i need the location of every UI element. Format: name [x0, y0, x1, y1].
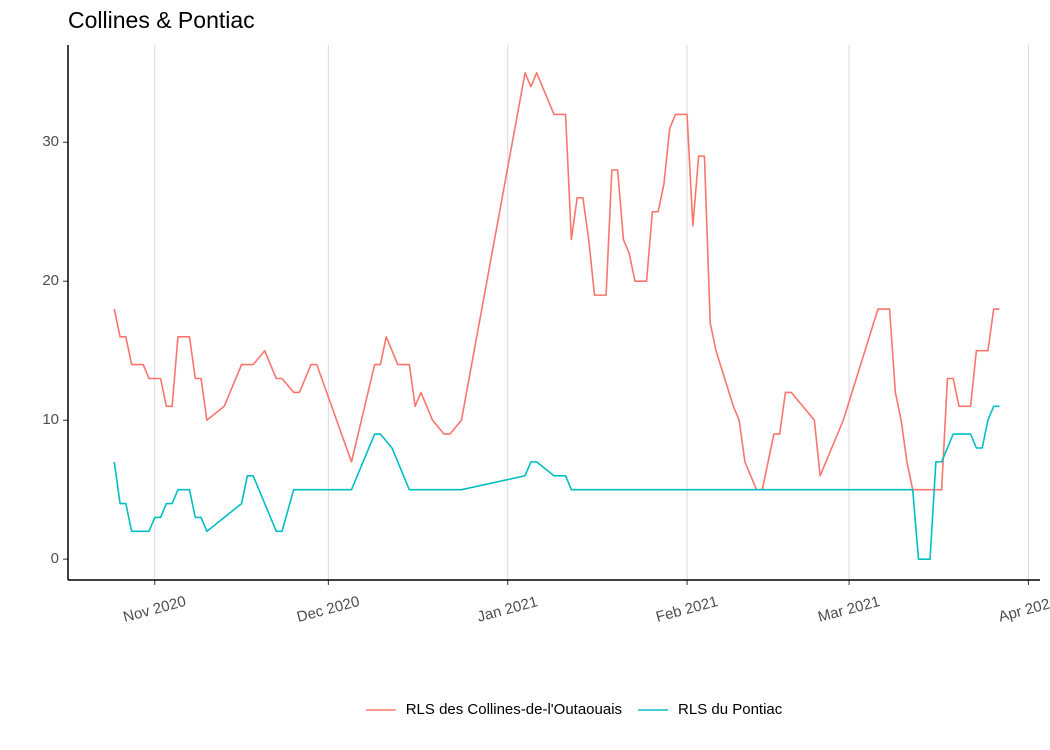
y-tick-label: 0 [51, 550, 59, 567]
x-tick-label: Feb 2021 [654, 593, 720, 626]
x-tick-label: Mar 2021 [816, 593, 882, 626]
y-tick-label: 30 [42, 133, 59, 150]
legend-label: RLS du Pontiac [678, 701, 783, 718]
line-series [113, 71, 1000, 491]
y-tick-label: 20 [42, 272, 59, 289]
x-tick-label: Apr 2021 [997, 593, 1050, 625]
x-tick-label: Dec 2020 [295, 593, 361, 626]
legend-label: RLS des Collines-de-l'Outaouais [406, 701, 622, 718]
line-series [113, 405, 1000, 560]
x-tick-label: Jan 2021 [476, 593, 540, 625]
y-tick-label: 10 [42, 411, 59, 428]
chart-title: Collines & Pontiac [68, 7, 255, 33]
x-tick-label: Nov 2020 [121, 593, 187, 626]
